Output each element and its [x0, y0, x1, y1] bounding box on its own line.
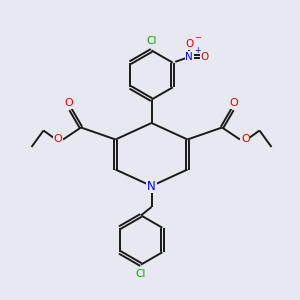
- Text: −: −: [194, 34, 201, 43]
- Text: Cl: Cl: [136, 268, 146, 279]
- Text: O: O: [53, 134, 62, 145]
- Text: N: N: [147, 179, 156, 193]
- Text: O: O: [185, 39, 194, 49]
- Text: O: O: [64, 98, 74, 108]
- Text: O: O: [201, 52, 209, 62]
- Text: N: N: [185, 52, 193, 62]
- Text: O: O: [230, 98, 238, 108]
- Text: O: O: [241, 134, 250, 145]
- Text: Cl: Cl: [146, 36, 157, 46]
- Text: +: +: [194, 46, 201, 55]
